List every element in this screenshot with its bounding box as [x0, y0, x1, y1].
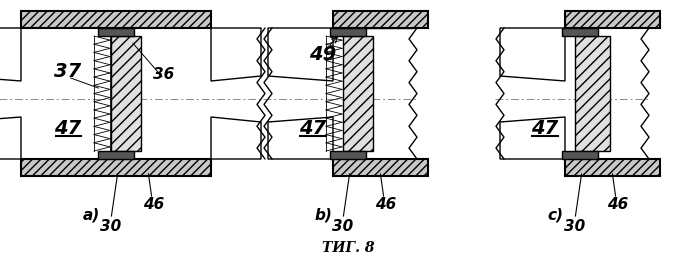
Bar	[565, 12, 660, 29]
Text: 47: 47	[54, 118, 82, 137]
Text: 36: 36	[153, 67, 175, 82]
Bar	[21, 159, 211, 176]
Text: 30: 30	[332, 219, 353, 234]
Polygon shape	[268, 29, 333, 82]
Bar	[98, 151, 134, 159]
Bar	[111, 37, 141, 151]
Polygon shape	[0, 118, 21, 159]
Text: 30: 30	[565, 219, 585, 234]
Bar	[330, 29, 366, 37]
Text: b): b)	[314, 207, 332, 222]
Bar	[565, 159, 660, 176]
Polygon shape	[211, 29, 261, 82]
Bar	[98, 29, 134, 37]
Bar	[333, 159, 428, 176]
Text: 37: 37	[54, 62, 82, 81]
Bar	[562, 29, 598, 37]
Polygon shape	[0, 29, 21, 82]
Polygon shape	[500, 118, 565, 159]
Polygon shape	[268, 118, 333, 159]
Bar	[575, 37, 610, 151]
Bar	[330, 151, 366, 159]
Bar	[562, 151, 598, 159]
Text: 47: 47	[300, 118, 327, 137]
Bar	[343, 37, 373, 151]
Text: 47: 47	[531, 118, 558, 137]
Text: 49: 49	[309, 45, 337, 64]
Bar	[333, 12, 428, 29]
Text: c): c)	[547, 207, 563, 222]
Text: 46: 46	[144, 197, 164, 212]
Text: ΤИГ. 8: ΤИГ. 8	[322, 240, 374, 254]
Text: 46: 46	[607, 197, 629, 212]
Text: 30: 30	[100, 219, 121, 234]
Text: 46: 46	[376, 197, 397, 212]
Text: a): a)	[82, 207, 100, 222]
Polygon shape	[500, 29, 565, 82]
Bar	[21, 12, 211, 29]
Polygon shape	[211, 118, 261, 159]
